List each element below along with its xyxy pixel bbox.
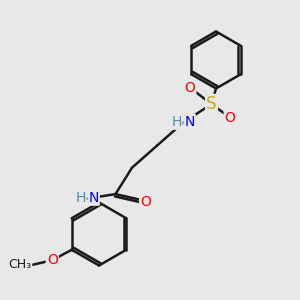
Text: O: O — [140, 195, 151, 208]
Text: N: N — [88, 191, 99, 205]
Text: S: S — [206, 95, 217, 113]
Text: O: O — [225, 111, 236, 124]
Text: O: O — [184, 81, 195, 94]
Text: H: H — [75, 191, 85, 205]
Text: O: O — [47, 253, 58, 267]
Text: H: H — [171, 115, 182, 129]
Text: CH₃: CH₃ — [8, 258, 31, 271]
Text: N: N — [184, 115, 195, 129]
